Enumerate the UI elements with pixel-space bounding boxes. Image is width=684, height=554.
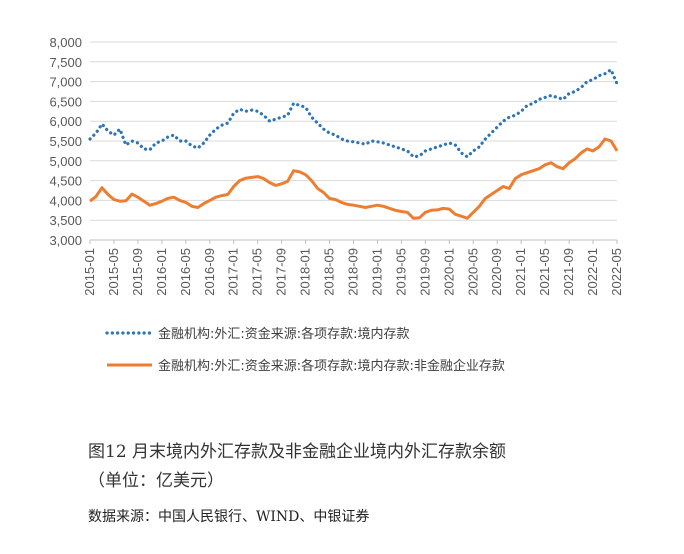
legend-label: 金融机构:外汇:资金来源:各项存款:境内存款:非金融企业存款 <box>158 358 505 374</box>
x-tick-label: 2018-05 <box>322 248 337 296</box>
y-tick-label: 4,500 <box>49 174 82 189</box>
x-tick-label: 2020-01 <box>441 248 456 296</box>
x-tick-label: 2022-01 <box>585 248 600 296</box>
y-tick-label: 8,000 <box>49 35 82 50</box>
series-line-deposits <box>88 67 619 159</box>
x-tick-label: 2018-01 <box>298 248 313 296</box>
y-tick-label: 4,000 <box>49 193 82 208</box>
x-tick-label: 2019-01 <box>369 248 384 296</box>
y-tick-label: 3,000 <box>49 233 82 248</box>
figure-title: 图12 月末境内外汇存款及非金融企业境内外汇存款余额 <box>88 442 507 462</box>
y-tick-label: 3,500 <box>49 213 82 228</box>
x-tick-label: 2021-01 <box>513 248 528 296</box>
y-tick-label: 6,500 <box>49 94 82 109</box>
x-tick-label: 2016-09 <box>202 248 217 296</box>
x-tick-label: 2016-01 <box>154 248 169 296</box>
x-tick-label: 2015-05 <box>106 248 121 296</box>
figure-unit: （单位：亿美元） <box>88 471 224 491</box>
x-tick-label: 2020-05 <box>465 248 480 296</box>
x-tick-label: 2018-09 <box>346 248 361 296</box>
series-line-enterprise-deposits <box>89 137 619 220</box>
x-tick-label: 2017-05 <box>250 248 265 296</box>
line-chart: 3,000 3,500 4,000 4,500 5,000 5,500 6,000 6,500… <box>49 35 624 374</box>
y-tick-label: 5,500 <box>49 134 82 149</box>
x-tick-label: 2021-09 <box>561 248 576 296</box>
x-tick-label: 2016-05 <box>178 248 193 296</box>
y-axis: 3,000 3,500 4,000 4,500 5,000 5,500 6,000 6,500… <box>49 35 82 248</box>
legend-label: 金融机构:外汇:资金来源:各项存款:境内存款 <box>158 326 410 342</box>
x-tick-label: 2019-09 <box>417 248 432 296</box>
x-tick-label: 2020-09 <box>489 248 504 296</box>
data-source: 数据来源：中国人民银行、WIND、中银证券 <box>88 509 370 525</box>
y-tick-label: 7,500 <box>49 55 82 70</box>
y-tick-label: 5,000 <box>49 154 82 169</box>
x-tick-label: 2022-05 <box>609 248 624 296</box>
x-tick-label: 2019-05 <box>393 248 408 296</box>
y-tick-label: 6,000 <box>49 114 82 129</box>
x-axis: 2015-01 2015-05 2015-09 2016-01 2016-05 2016-… <box>82 240 624 296</box>
legend: 金融机构:外汇:资金来源:各项存款:境内存款金融机构:外汇:资金来源:各项存款:… <box>105 326 505 374</box>
x-tick-label: 2015-01 <box>82 248 97 296</box>
y-tick-label: 7,000 <box>49 75 82 90</box>
x-tick-label: 2017-01 <box>226 248 241 296</box>
x-tick-label: 2021-05 <box>537 248 552 296</box>
series-group <box>88 67 619 220</box>
x-tick-label: 2015-09 <box>130 248 145 296</box>
x-tick-label: 2017-09 <box>274 248 289 296</box>
